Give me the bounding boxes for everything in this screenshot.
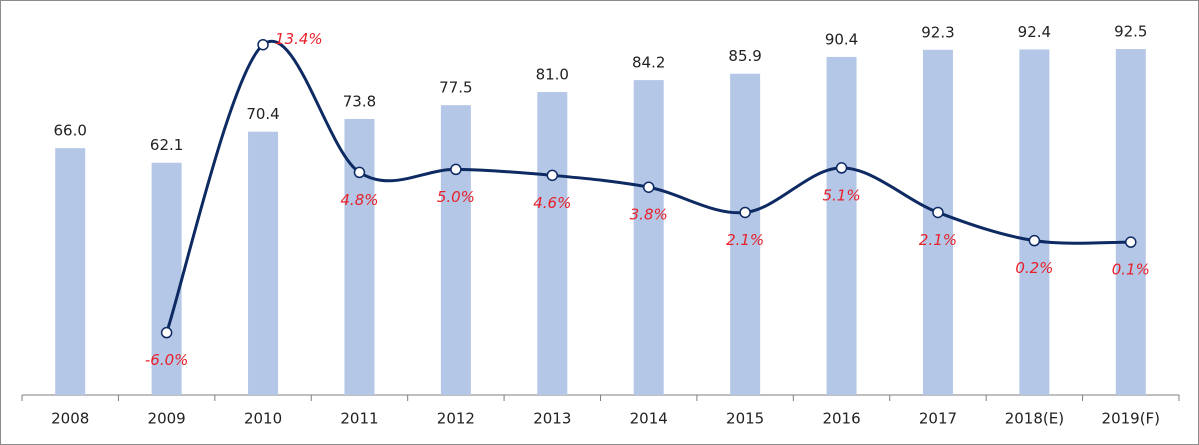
x-tick-label: 2011 — [340, 410, 378, 428]
line-label: 3.8% — [630, 206, 668, 224]
line-label: 4.6% — [533, 194, 571, 212]
line-point — [739, 206, 751, 219]
line-label: 0.2% — [1015, 259, 1053, 277]
bar-label: 73.8 — [343, 92, 376, 110]
line-point — [932, 206, 944, 219]
line — [165, 39, 1131, 334]
line-point — [1125, 236, 1137, 248]
bar-label: 85.9 — [728, 47, 761, 65]
line-point — [450, 163, 462, 176]
line-point — [160, 326, 173, 339]
x-tick-label: 2018(E) — [1005, 410, 1064, 428]
x-tick-label: 2010 — [244, 410, 282, 428]
bar-label: 92.4 — [1018, 23, 1051, 41]
x-tick-label: 2019(F) — [1102, 410, 1161, 428]
bar — [537, 92, 568, 395]
line-label: 5.1% — [822, 186, 860, 204]
line-label: 2.1% — [919, 231, 957, 249]
x-tick-label: 2013 — [533, 410, 571, 428]
bar — [826, 56, 857, 396]
line-point — [642, 181, 655, 193]
line-label: -6.0% — [145, 351, 189, 369]
x-tick-label: 2014 — [630, 410, 668, 428]
line-point — [257, 38, 269, 51]
line-point — [353, 166, 366, 179]
line-label: 5.0% — [437, 188, 475, 206]
bar — [440, 105, 471, 396]
bar — [1115, 49, 1146, 396]
bar-label: 92.3 — [921, 23, 954, 41]
line-label: 2.1% — [726, 231, 764, 249]
bar-label: 90.4 — [825, 30, 858, 48]
line-label: 4.8% — [340, 191, 378, 209]
bar — [344, 118, 375, 395]
bar — [1019, 49, 1050, 395]
line-label: 0.1% — [1112, 261, 1150, 279]
bar — [151, 162, 182, 395]
line-label: 13.4% — [275, 30, 323, 48]
bar — [248, 131, 279, 396]
line-point — [1028, 234, 1041, 247]
bar — [922, 49, 953, 395]
bar — [55, 148, 86, 395]
bar-label: 81.0 — [536, 66, 569, 84]
bar-label: 66.0 — [54, 122, 87, 140]
bar-label: 62.1 — [150, 136, 183, 154]
line-point — [546, 169, 559, 182]
line-point — [835, 162, 848, 174]
bar-label: 92.5 — [1114, 23, 1147, 41]
bar-label: 77.5 — [439, 79, 472, 97]
x-tick-label: 2017 — [919, 410, 957, 428]
bar-label: 84.2 — [632, 54, 665, 72]
bar — [730, 73, 761, 395]
x-tick-label: 2015 — [726, 410, 764, 428]
x-tick-label: 2009 — [148, 410, 186, 428]
x-tick-label: 2012 — [437, 410, 475, 428]
bar — [633, 80, 664, 395]
bar-label: 70.4 — [246, 105, 279, 123]
x-tick-label: 2016 — [822, 410, 860, 428]
x-tick-label: 2008 — [51, 410, 89, 428]
